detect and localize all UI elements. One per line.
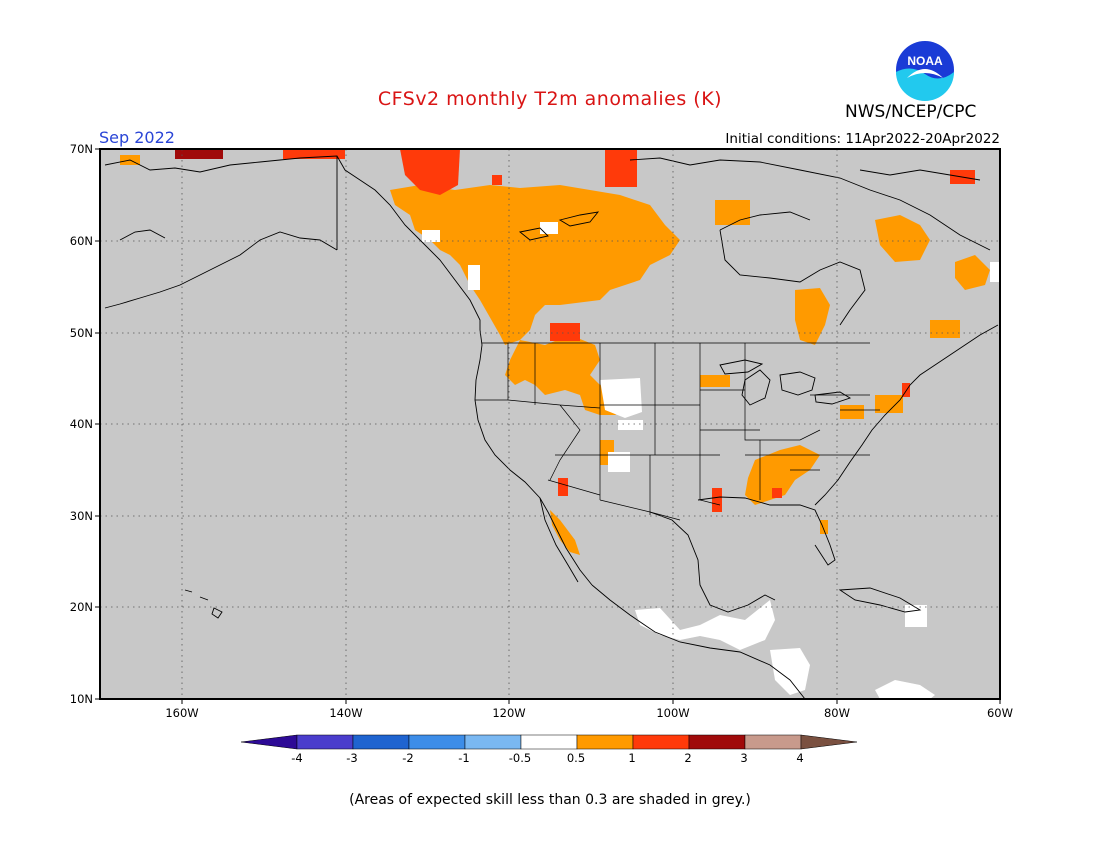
white-patch-wyoming <box>600 378 642 418</box>
colorbar-label: 2 <box>684 751 691 765</box>
orange-patch <box>930 320 960 338</box>
colorbar-label: 4 <box>796 751 803 765</box>
red-patch <box>492 175 502 185</box>
white-patch <box>618 420 643 430</box>
white-patch <box>540 222 558 234</box>
colorbar-box <box>296 734 354 750</box>
orange-patch <box>840 405 864 419</box>
lon-label: 160W <box>165 706 198 720</box>
orange-region-labrador <box>875 215 930 262</box>
colorbar-label: -2 <box>402 751 413 765</box>
red-patch <box>772 488 782 498</box>
colorbar-boxes <box>240 734 858 750</box>
colorbar-label: -3 <box>346 751 357 765</box>
lat-label: 50N <box>70 326 93 340</box>
red-patch <box>283 149 345 159</box>
anomaly-shading <box>120 149 1000 699</box>
orange-patch <box>875 395 903 413</box>
graticule <box>100 149 1000 699</box>
colorbar-label: -4 <box>291 751 302 765</box>
lat-label: 20N <box>70 600 93 614</box>
orange-region-canada <box>390 185 680 345</box>
white-patch <box>468 265 480 290</box>
orange-region-southwest <box>550 510 580 555</box>
orange-region-newfoundland <box>955 255 990 290</box>
white-patch-central-america <box>770 648 810 695</box>
axis-ticks <box>95 148 1001 704</box>
lat-label: 70N <box>70 142 93 156</box>
colorbar-box <box>352 734 410 750</box>
lon-label: 120W <box>492 706 525 720</box>
white-patch <box>990 262 1000 282</box>
colorbar-high-arrow <box>800 734 858 750</box>
lat-label: 30N <box>70 509 93 523</box>
white-patch <box>608 452 630 472</box>
red-patch-yukon <box>400 149 460 195</box>
colorbar-box <box>688 734 746 750</box>
white-patch <box>905 605 927 627</box>
colorbar-label: 1 <box>628 751 635 765</box>
colorbar-box <box>744 734 802 750</box>
red-patch <box>712 488 722 512</box>
lat-label: 60N <box>70 234 93 248</box>
red-patch <box>558 478 568 496</box>
red-patch <box>902 383 910 397</box>
orange-patch <box>820 520 828 534</box>
lat-label: 40N <box>70 417 93 431</box>
skill-footnote: (Areas of expected skill less than 0.3 a… <box>349 792 751 808</box>
white-patch <box>422 230 440 242</box>
colorbar-label: -0.5 <box>509 751 531 765</box>
lon-label: 100W <box>656 706 689 720</box>
noaa-logo: NOAA <box>893 38 957 102</box>
colorbar-box <box>520 734 578 750</box>
red-patch <box>550 323 580 341</box>
lon-label: 140W <box>329 706 362 720</box>
white-patch-mexico <box>635 600 775 650</box>
lon-label: 80W <box>824 706 850 720</box>
map-title: CFSv2 monthly T2m anomalies (K) <box>377 88 723 110</box>
agency-label: NWS/NCEP/CPC <box>845 102 977 122</box>
colorbar-box <box>464 734 522 750</box>
colorbar-label: 3 <box>740 751 747 765</box>
initial-conditions: Initial conditions: 11Apr2022-20Apr2022 <box>725 131 1000 147</box>
political-boundaries <box>475 342 880 521</box>
orange-region-quebec <box>795 288 830 345</box>
orange-patch <box>700 375 730 387</box>
forecast-month: Sep 2022 <box>99 128 175 147</box>
red-patch <box>605 149 637 187</box>
logo-text: NOAA <box>907 54 943 68</box>
coastlines <box>104 155 999 699</box>
colorbar-box <box>632 734 690 750</box>
darkred-patch <box>175 149 223 159</box>
colorbar-label: 0.5 <box>567 751 585 765</box>
orange-region-southeast <box>745 445 820 505</box>
orange-patch <box>715 200 750 225</box>
colorbar-box <box>576 734 634 750</box>
white-patch-caribbean <box>875 680 935 699</box>
colorbar-label: -1 <box>458 751 469 765</box>
lat-label: 10N <box>70 692 93 706</box>
colorbar-low-arrow <box>240 734 298 750</box>
colorbar-box <box>408 734 466 750</box>
lon-label: 60W <box>987 706 1013 720</box>
